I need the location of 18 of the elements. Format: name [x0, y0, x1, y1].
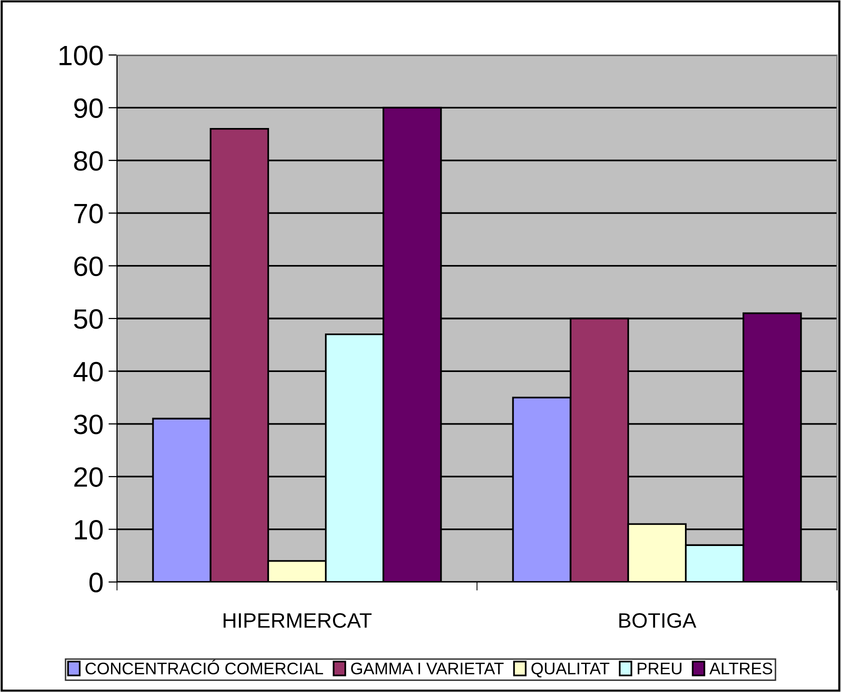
y-tick-label: 60: [74, 256, 103, 276]
y-tick-label: 10: [75, 520, 103, 540]
legend-label: PREU: [638, 662, 682, 674]
legend-label: ALTRES: [709, 662, 772, 674]
legend-label: QUALITAT: [531, 662, 610, 678]
y-tick-label: 80: [74, 151, 103, 171]
x-tick-label: BOTIGA: [619, 613, 696, 628]
y-tick-label: 50: [74, 309, 103, 329]
y-tick-label: 0: [89, 572, 103, 592]
y-tick-label: 20: [74, 467, 103, 487]
y-tick-label: 100: [60, 46, 103, 66]
y-tick-label: 90: [74, 98, 103, 118]
legend-label: GAMMA I VARIETAT: [351, 662, 504, 674]
y-tick-label: 70: [74, 204, 103, 224]
y-tick-label: 40: [74, 362, 103, 382]
legend-label: CONCENTRACIÓ COMERCIAL: [86, 660, 324, 674]
y-tick-label: 30: [74, 414, 103, 434]
x-tick-label: HIPERMERCAT: [224, 613, 372, 628]
